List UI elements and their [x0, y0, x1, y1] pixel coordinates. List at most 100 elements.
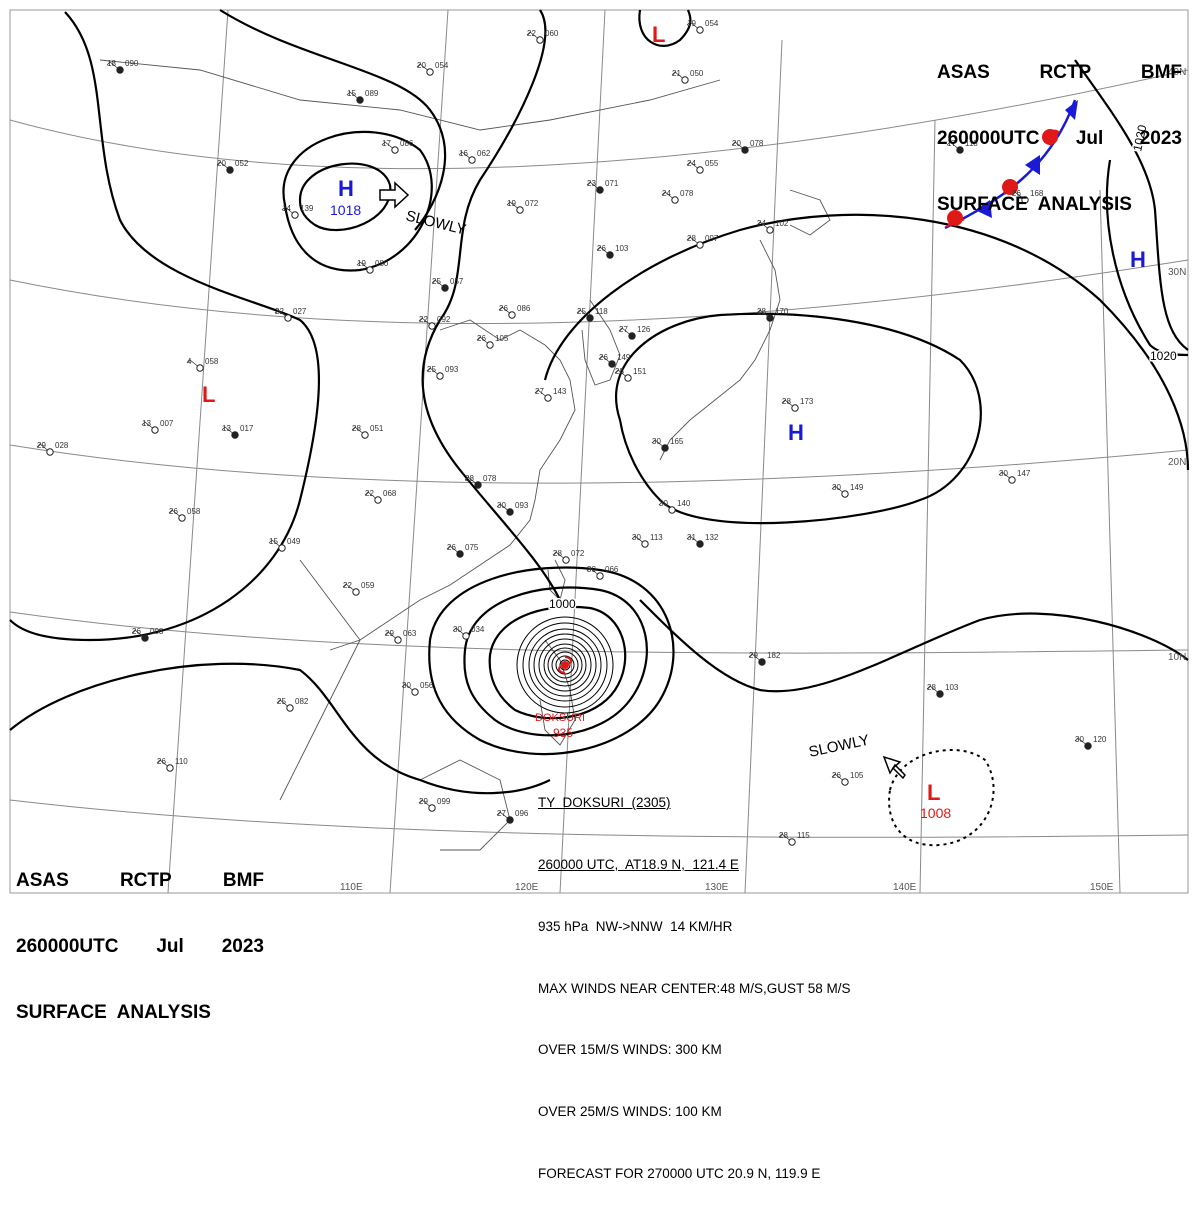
station-temperature: 17	[382, 139, 391, 148]
wind-barb	[276, 699, 291, 709]
station-circle	[661, 444, 669, 452]
isobar-south-big	[9, 662, 551, 795]
wind-barb	[526, 31, 541, 41]
station-circle	[441, 284, 449, 292]
station-plot: 29 182	[748, 651, 781, 666]
station-pressure: 105	[495, 334, 509, 343]
wind-barb	[998, 471, 1013, 481]
wind-barb	[476, 336, 491, 346]
station-circle	[791, 404, 799, 412]
station-pressure: 071	[605, 179, 619, 188]
wind-barb	[534, 389, 549, 399]
station-plot: 28 103	[926, 683, 959, 698]
station-plot: 30 140	[658, 499, 691, 514]
station-pressure: 182	[767, 651, 781, 660]
station-circle	[468, 156, 476, 164]
station-plot: 25 093	[426, 365, 459, 380]
station-temperature: 24	[662, 189, 671, 198]
station-plot: 22 068	[364, 489, 397, 504]
station-plot: 15 049	[268, 537, 301, 552]
station-circle	[226, 166, 234, 174]
header-bl-month: Jul	[156, 936, 184, 957]
station-pressure: 052	[235, 159, 249, 168]
station-circle	[681, 76, 689, 84]
isobar-typhoon-outer2	[463, 586, 648, 737]
station-plot: 30 093	[496, 501, 529, 516]
station-pressure: 099	[437, 797, 451, 806]
station-plot: 26 075	[446, 543, 479, 558]
station-circle	[166, 764, 174, 772]
station-temperature: 29	[37, 441, 46, 450]
station-plot: 17 118	[946, 139, 978, 154]
station-plot: 30 056	[401, 681, 434, 696]
station-circle	[486, 341, 494, 349]
station-plot: 28 051	[351, 424, 384, 439]
isobar-central-big	[543, 213, 1190, 471]
wind-barb	[506, 201, 521, 211]
wind-barb	[131, 629, 146, 639]
station-plot: 30 147	[998, 469, 1031, 484]
station-circle	[361, 431, 369, 439]
station-circle	[506, 816, 514, 824]
station-plot: 28 078	[464, 474, 497, 489]
station-circle	[506, 508, 514, 516]
isobar-low-dotted	[888, 749, 995, 847]
station-pressure: 072	[571, 549, 585, 558]
wind-barb	[586, 567, 601, 577]
header-bl-type: BMF	[222, 870, 264, 891]
station-pressure: 143	[553, 387, 567, 396]
low-center-west-letter: L	[202, 382, 215, 407]
station-pressure: 151	[633, 367, 647, 376]
station-pressure: 105	[850, 771, 864, 780]
isobar-japan-high	[614, 312, 982, 525]
wind-barb	[756, 221, 771, 231]
station-plot: 20 078	[731, 139, 764, 154]
station-plot: 25 082	[276, 697, 309, 712]
station-pressure: 082	[295, 697, 309, 706]
wind-barb	[651, 439, 666, 449]
station-temperature: 24	[757, 219, 766, 228]
isobar-label-1000: 1000	[549, 597, 576, 611]
station-plot: 13 017	[221, 424, 254, 439]
station-pressure: 103	[615, 244, 629, 253]
wind-barb	[186, 359, 201, 369]
station-plot: 19 080	[356, 259, 389, 274]
wind-barb	[686, 161, 701, 171]
station-plot: 24 055	[686, 159, 719, 174]
station-plot: 28 170	[756, 307, 789, 322]
coast-japan	[659, 239, 781, 461]
station-plot: 16 062	[458, 149, 491, 164]
station-temperature: 30	[632, 533, 641, 542]
station-temperature: 30	[587, 565, 596, 574]
axis-labels: 110E 120E 130E 140E 150E 40N 30N 20N 10N	[340, 67, 1186, 893]
station-plot: 20 052	[216, 159, 249, 174]
station-pressure: 066	[605, 565, 619, 574]
station-pressure: 110	[175, 757, 188, 766]
wind-barb	[926, 685, 941, 695]
station-circle	[628, 332, 636, 340]
station-pressure: 017	[240, 424, 254, 433]
station-temperature: 28	[779, 831, 788, 840]
meridian-130e	[744, 39, 783, 894]
station-pressure: 113	[650, 533, 663, 542]
wind-barb	[156, 759, 171, 769]
station-pressure: 075	[465, 543, 479, 552]
station-pressure: 093	[515, 501, 529, 510]
station-plot: 26 110	[156, 757, 188, 772]
station-circle	[668, 506, 676, 514]
wind-barb	[1074, 737, 1089, 747]
station-pressure: 097	[705, 234, 719, 243]
station-circle	[1008, 476, 1016, 484]
station-plot: 17 086	[381, 139, 414, 154]
station-pressure: 103	[945, 683, 959, 692]
wind-barb	[671, 71, 686, 81]
station-temperature: 28	[782, 397, 791, 406]
station-circle	[562, 556, 570, 564]
station-temperature: 27	[497, 809, 506, 818]
station-circle	[758, 658, 766, 666]
station-temperature: 19	[357, 259, 366, 268]
station-circle	[544, 394, 552, 402]
station-temperature: 26	[477, 334, 486, 343]
header-type: BMF	[1140, 62, 1182, 83]
